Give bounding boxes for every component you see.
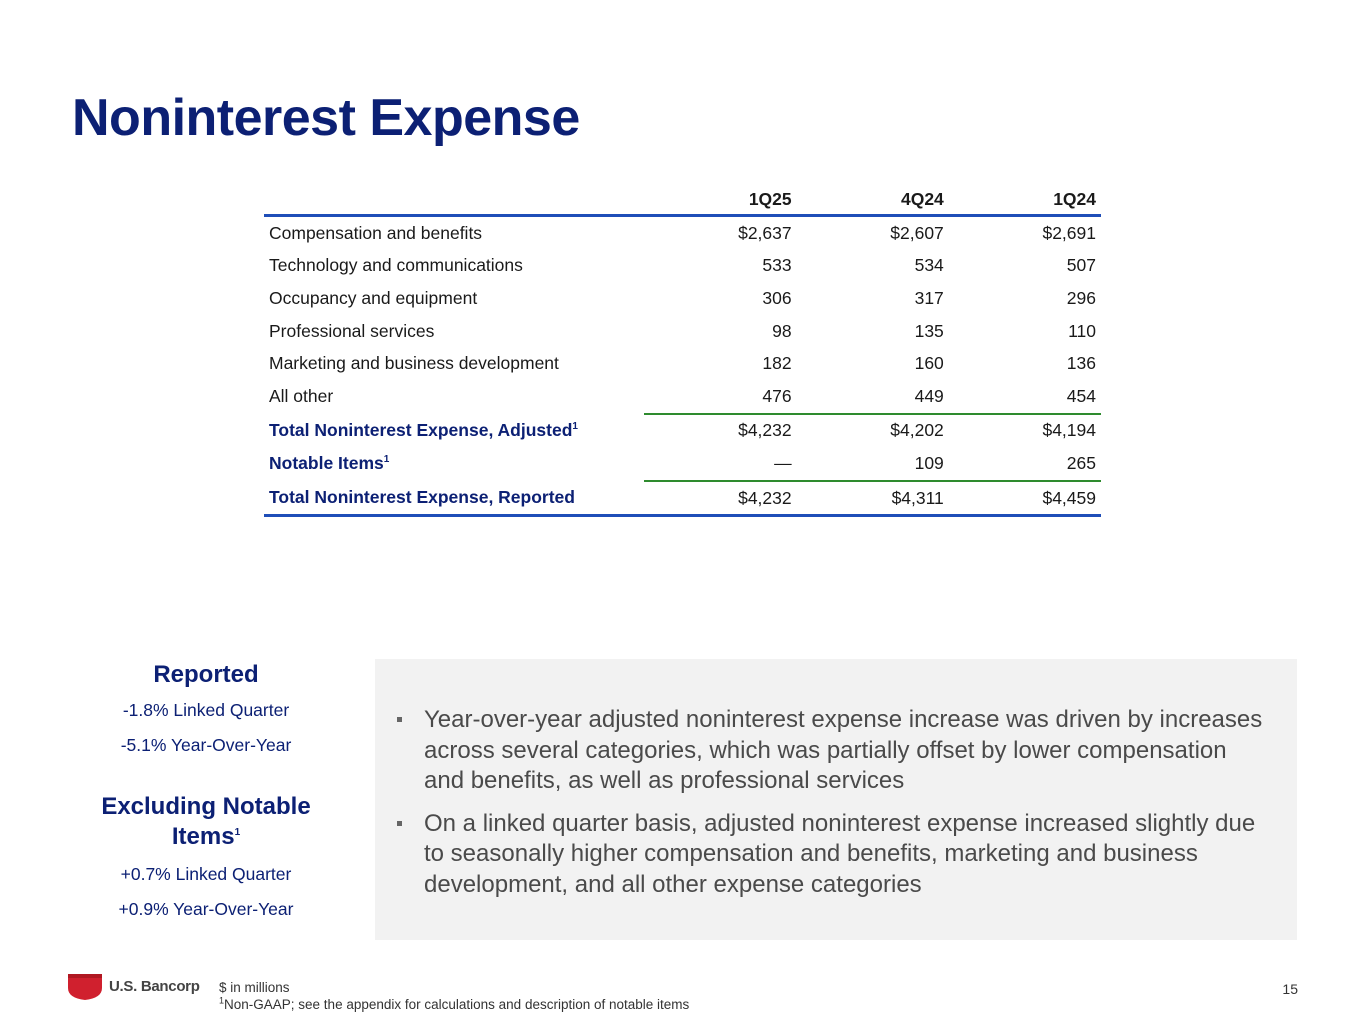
list-item: On a linked quarter basis, adjusted noni… bbox=[397, 809, 1267, 901]
cell-value: 265 bbox=[948, 447, 1101, 482]
column-header: 1Q24 bbox=[948, 184, 1101, 217]
reported-linked-quarter: -1.8% Linked Quarter bbox=[122, 700, 290, 720]
cell-value: 296 bbox=[1066, 287, 1096, 308]
bullet-text: Year-over-year adjusted noninterest expe… bbox=[424, 706, 1263, 794]
commentary-box: Year-over-year adjusted noninterest expe… bbox=[375, 659, 1297, 940]
cell-value: 98 bbox=[772, 320, 792, 341]
table-row: Technology and communications 533 534 50… bbox=[264, 250, 1101, 283]
footnote-marker: 1 bbox=[383, 454, 390, 466]
table-row-notable-items: Notable Items1 — 109 265 bbox=[264, 447, 1101, 482]
excluding-year-over-year: +0.9% Year-Over-Year bbox=[118, 899, 294, 919]
bullet-icon bbox=[397, 820, 402, 826]
cell-value: $4,202 bbox=[890, 420, 944, 441]
row-label: All other bbox=[269, 386, 334, 407]
cell-value: 454 bbox=[948, 379, 1101, 415]
table-row: Occupancy and equipment 306 317 296 bbox=[264, 282, 1101, 315]
page-title: Noninterest Expense bbox=[72, 89, 580, 147]
table-row: Professional services 98 135 110 bbox=[264, 315, 1101, 348]
cell-value: 109 bbox=[796, 447, 949, 482]
table-row: Compensation and benefits $2,637 $2,607 … bbox=[264, 216, 1101, 250]
cell-value: 306 bbox=[762, 287, 792, 308]
row-label: Technology and communications bbox=[269, 255, 523, 276]
footnote-non-gaap: 1Non-GAAP; see the appendix for calculat… bbox=[219, 995, 690, 1012]
row-label-text: Total Noninterest Expense, Adjusted bbox=[269, 419, 573, 440]
row-label: Compensation and benefits bbox=[269, 222, 483, 243]
cell-value: $4,311 bbox=[796, 480, 949, 518]
cell-value: 110 bbox=[1068, 320, 1096, 341]
cell-value: $2,691 bbox=[1042, 222, 1096, 243]
column-header: 1Q25 bbox=[644, 184, 797, 217]
footnote-marker: 1 bbox=[572, 421, 578, 433]
row-label: Marketing and business development bbox=[269, 353, 559, 374]
row-label: Total Noninterest Expense, Adjusted1 bbox=[264, 414, 644, 448]
excluding-heading-line2: Items1 bbox=[80, 822, 332, 852]
cell-value: 534 bbox=[914, 255, 944, 276]
row-label: Notable Items1 bbox=[264, 447, 644, 481]
cell-value: 135 bbox=[914, 320, 944, 341]
commentary-list: Year-over-year adjusted noninterest expe… bbox=[397, 705, 1267, 912]
table-row-total-reported: Total Noninterest Expense, Reported $4,2… bbox=[264, 480, 1101, 518]
cell-value: 160 bbox=[914, 353, 944, 374]
footnote-marker: 1 bbox=[234, 827, 241, 838]
shield-logo-icon bbox=[68, 974, 102, 1000]
cell-value: $2,607 bbox=[890, 222, 944, 243]
table-header-blank bbox=[264, 184, 645, 217]
footnote-units: $ in millions bbox=[219, 980, 290, 995]
table-row-total-adjusted: Total Noninterest Expense, Adjusted1 $4,… bbox=[264, 414, 1101, 448]
row-label-text: Notable Items bbox=[269, 453, 384, 474]
table-row: All other 476 449 454 bbox=[264, 379, 1101, 415]
row-label: Professional services bbox=[269, 320, 435, 341]
cell-value: 136 bbox=[1066, 353, 1096, 374]
table-header-row: 1Q25 4Q24 1Q24 bbox=[264, 184, 1101, 217]
excluding-linked-quarter: +0.7% Linked Quarter bbox=[120, 864, 292, 884]
bullet-text: On a linked quarter basis, adjusted noni… bbox=[424, 809, 1256, 898]
list-item: Year-over-year adjusted noninterest expe… bbox=[397, 705, 1267, 797]
cell-value: 533 bbox=[762, 255, 792, 276]
logo-text: U.S. Bancorp bbox=[109, 977, 200, 995]
excluding-heading-line1: Excluding Notable bbox=[101, 793, 311, 820]
reported-year-over-year: -5.1% Year-Over-Year bbox=[120, 735, 292, 755]
cell-value: 476 bbox=[644, 379, 797, 415]
reported-heading: Reported bbox=[153, 661, 259, 688]
cell-value: 182 bbox=[762, 353, 792, 374]
excluding-heading-text: Items bbox=[171, 823, 235, 850]
page-number: 15 bbox=[1282, 981, 1298, 997]
company-logo: U.S. Bancorp bbox=[67, 972, 200, 1000]
excluding-notable-summary: Excluding Notable Items1 +0.7% Linked Qu… bbox=[80, 792, 332, 920]
bullet-icon bbox=[397, 717, 402, 722]
row-label: Total Noninterest Expense, Reported bbox=[264, 480, 645, 518]
cell-value: $4,459 bbox=[948, 480, 1101, 518]
column-header: 4Q24 bbox=[796, 184, 949, 217]
cell-value: $4,232 bbox=[738, 420, 792, 441]
expense-table: 1Q25 4Q24 1Q24 Compensation and benefits… bbox=[264, 184, 1101, 518]
table-row: Marketing and business development 182 1… bbox=[264, 347, 1101, 380]
cell-value: — bbox=[644, 447, 797, 482]
cell-value: $2,637 bbox=[738, 222, 792, 243]
row-label: Occupancy and equipment bbox=[269, 287, 478, 308]
cell-value: 317 bbox=[914, 287, 944, 308]
cell-value: $4,194 bbox=[1042, 420, 1096, 441]
cell-value: 507 bbox=[1066, 255, 1096, 276]
footnote-text: Non-GAAP; see the appendix for calculati… bbox=[224, 997, 690, 1012]
cell-value: $4,232 bbox=[644, 480, 797, 518]
footnote-marker: 1 bbox=[219, 995, 225, 1006]
reported-summary: Reported -1.8% Linked Quarter -5.1% Year… bbox=[80, 660, 332, 756]
cell-value: 449 bbox=[796, 379, 949, 415]
